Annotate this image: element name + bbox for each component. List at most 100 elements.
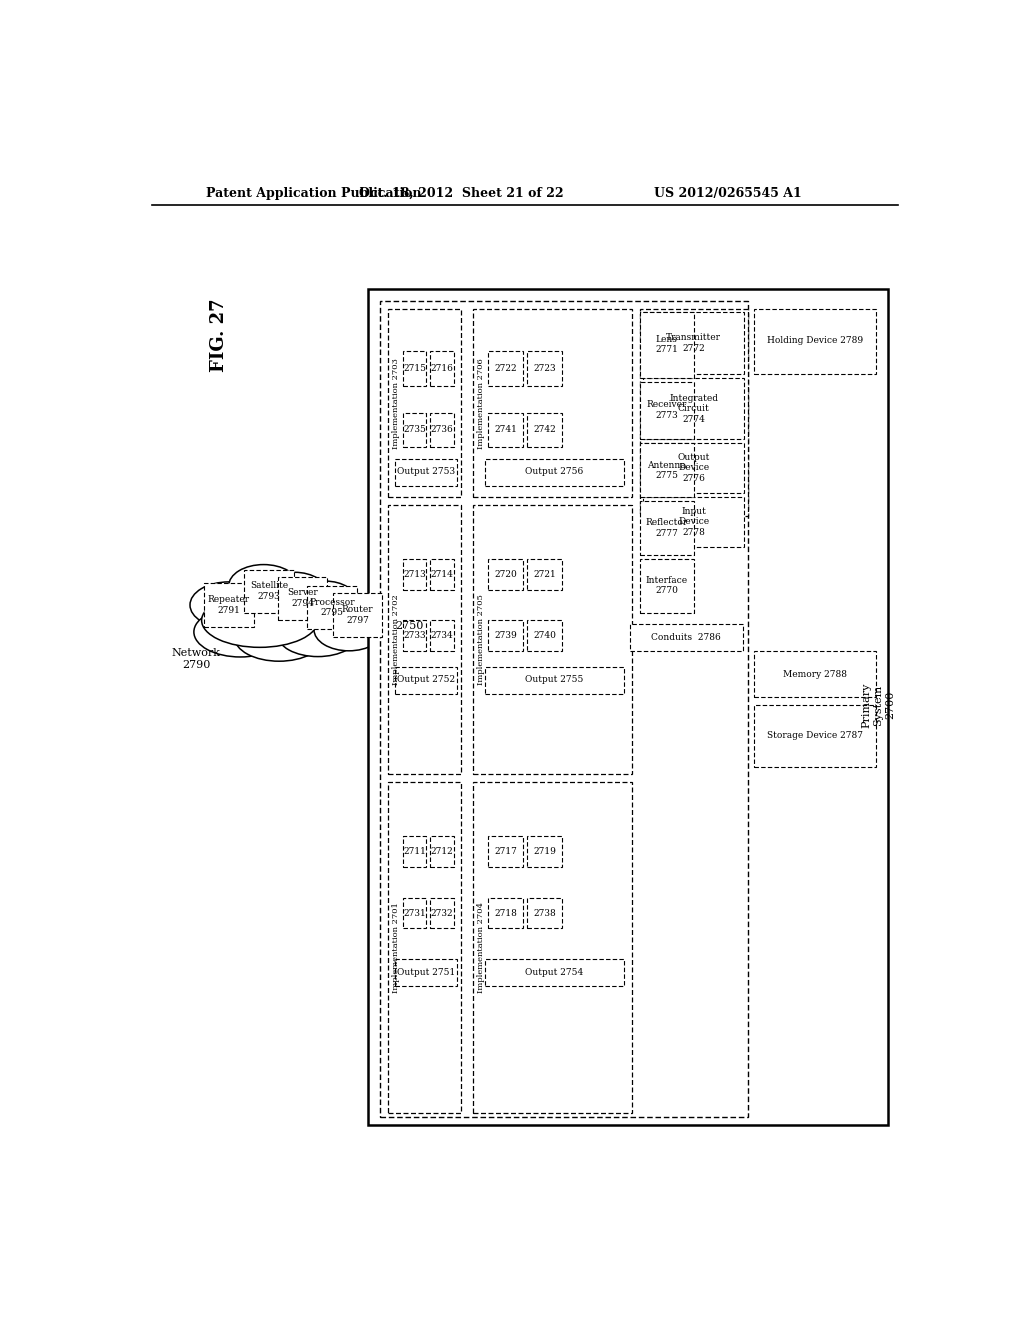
Text: Implementation 2703: Implementation 2703 [392, 358, 400, 449]
Bar [473, 506, 632, 775]
Text: Output 2754: Output 2754 [525, 968, 584, 977]
Bar [527, 836, 562, 867]
Text: US 2012/0265545 A1: US 2012/0265545 A1 [654, 186, 802, 199]
Bar [488, 351, 523, 385]
Text: Network
2790: Network 2790 [172, 648, 221, 669]
Bar [395, 960, 458, 986]
Bar [488, 620, 523, 651]
Bar [430, 836, 454, 867]
Text: Satellite
2793: Satellite 2793 [250, 581, 288, 601]
Ellipse shape [234, 614, 324, 661]
Bar [640, 313, 693, 378]
Ellipse shape [262, 573, 328, 615]
Text: 2750: 2750 [395, 620, 424, 631]
Text: Implementation 2706: Implementation 2706 [477, 358, 485, 449]
Text: Transmitter
2772: Transmitter 2772 [667, 334, 721, 352]
Bar [388, 506, 461, 775]
Text: Storage Device 2787: Storage Device 2787 [767, 731, 862, 741]
Ellipse shape [314, 609, 384, 651]
Text: 2734: 2734 [430, 631, 454, 640]
Bar [640, 309, 748, 516]
Text: 2713: 2713 [403, 570, 426, 578]
Text: 2720: 2720 [495, 570, 517, 578]
Bar [643, 313, 744, 374]
Text: 2714: 2714 [430, 570, 454, 578]
Text: 2719: 2719 [534, 847, 556, 855]
Text: Output 2753: Output 2753 [397, 467, 456, 477]
Ellipse shape [194, 607, 287, 657]
Text: 2721: 2721 [534, 570, 556, 578]
Text: Router
2797: Router 2797 [342, 606, 373, 624]
Bar [369, 289, 888, 1125]
Bar [640, 381, 693, 440]
Text: Reflector
2777: Reflector 2777 [645, 519, 688, 537]
Text: 2732: 2732 [430, 908, 454, 917]
Text: 2718: 2718 [495, 908, 517, 917]
Bar [204, 583, 254, 627]
Bar [755, 309, 876, 374]
Bar [388, 309, 461, 498]
Bar [473, 781, 632, 1113]
Ellipse shape [228, 565, 299, 607]
Text: FIG. 27: FIG. 27 [211, 298, 228, 372]
Text: 2715: 2715 [403, 364, 426, 372]
Bar [630, 624, 742, 651]
Text: Primary
System
2700: Primary System 2700 [861, 682, 895, 727]
Bar [333, 594, 382, 636]
Bar [484, 667, 624, 693]
Ellipse shape [324, 594, 382, 632]
Text: Patent Application Publication: Patent Application Publication [206, 186, 421, 199]
Bar [430, 620, 454, 651]
Bar [640, 444, 693, 498]
Ellipse shape [295, 581, 356, 622]
Bar [380, 301, 748, 1117]
Bar [403, 620, 426, 651]
Text: 2733: 2733 [403, 631, 426, 640]
Bar [395, 667, 458, 693]
Text: Processor
2795: Processor 2795 [309, 598, 354, 616]
Text: Oct. 18, 2012  Sheet 21 of 22: Oct. 18, 2012 Sheet 21 of 22 [359, 186, 563, 199]
Text: Output 2752: Output 2752 [397, 676, 456, 684]
Bar [527, 351, 562, 385]
Ellipse shape [202, 594, 317, 647]
Text: 2740: 2740 [534, 631, 556, 640]
Bar [755, 651, 876, 697]
Ellipse shape [190, 582, 267, 628]
Bar [473, 309, 632, 498]
Text: Output 2756: Output 2756 [525, 467, 584, 477]
Text: Implementation 2701: Implementation 2701 [392, 902, 400, 993]
Text: 2736: 2736 [430, 425, 454, 434]
Text: Output 2755: Output 2755 [525, 676, 584, 684]
Text: 2739: 2739 [495, 631, 517, 640]
Bar [395, 459, 458, 486]
Bar [527, 620, 562, 651]
Bar [278, 577, 328, 619]
Text: Lens
2771: Lens 2771 [655, 335, 678, 355]
Text: 2735: 2735 [403, 425, 426, 434]
Bar [307, 586, 356, 628]
Text: Output
Device
2776: Output Device 2776 [678, 453, 710, 483]
Text: 2731: 2731 [403, 908, 426, 917]
Bar [527, 413, 562, 447]
Bar [484, 459, 624, 486]
Bar [527, 898, 562, 928]
Bar [643, 498, 744, 548]
Bar [430, 898, 454, 928]
Bar [245, 570, 294, 612]
Text: Implementation 2705: Implementation 2705 [477, 594, 485, 685]
Text: 2712: 2712 [430, 847, 454, 855]
Bar [488, 898, 523, 928]
Text: Repeater
2791: Repeater 2791 [208, 595, 250, 615]
Bar [640, 558, 693, 612]
Ellipse shape [278, 612, 358, 656]
Bar [388, 781, 461, 1113]
Bar [484, 960, 624, 986]
Text: 2717: 2717 [495, 847, 517, 855]
Bar [488, 836, 523, 867]
Text: Receiver
2773: Receiver 2773 [646, 400, 687, 420]
Text: Conduits  2786: Conduits 2786 [651, 632, 721, 642]
Text: 2741: 2741 [495, 425, 517, 434]
Text: 2722: 2722 [495, 364, 517, 372]
Text: 2716: 2716 [430, 364, 454, 372]
Text: Implementation 2704: Implementation 2704 [477, 902, 485, 993]
